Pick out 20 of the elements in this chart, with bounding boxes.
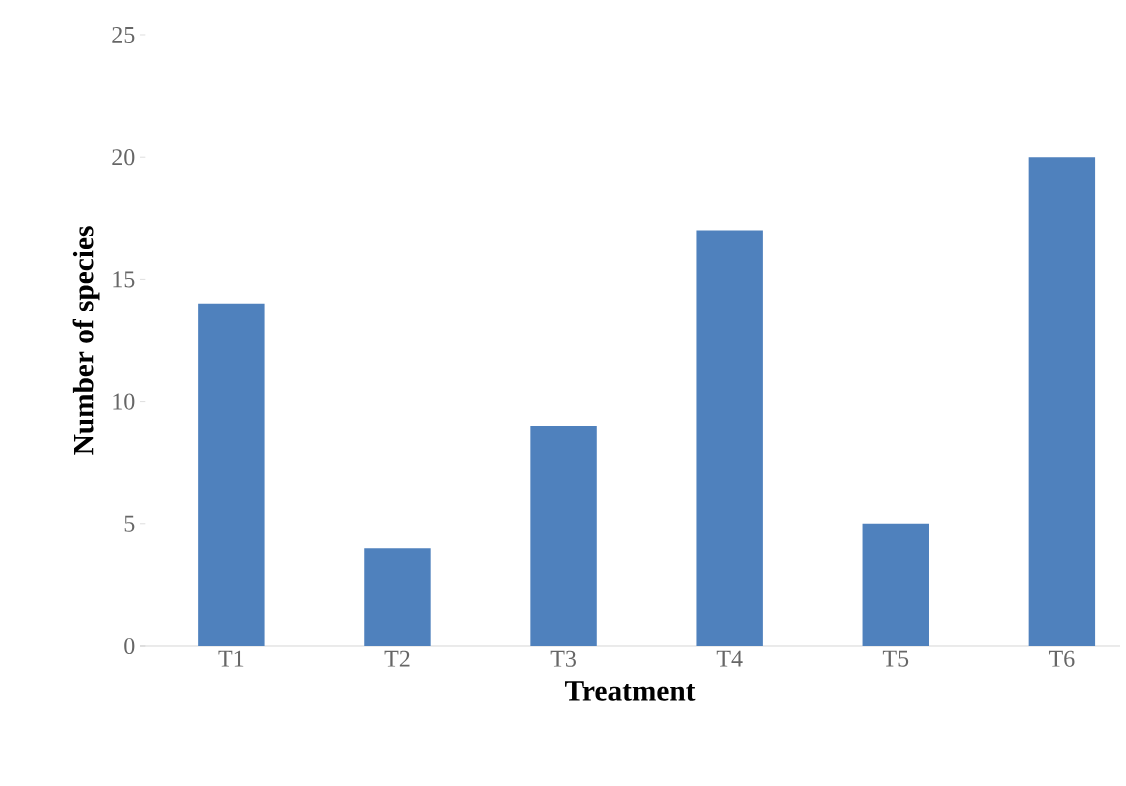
y-tick-label: 25 — [112, 26, 135, 44]
x-tick-label: T4 — [716, 650, 743, 667]
y-axis-title: Number of species — [72, 226, 100, 455]
x-tick-label: T2 — [384, 650, 410, 667]
x-tick-label: T3 — [550, 650, 576, 667]
y-tick-label: 10 — [113, 393, 135, 410]
x-tick-label: T1 — [218, 650, 244, 667]
bar — [696, 230, 763, 646]
y-tick-label: 20 — [112, 149, 135, 166]
bar — [364, 548, 431, 646]
bar — [530, 426, 597, 646]
y-tick-label: 15 — [113, 271, 135, 288]
x-axis-title: Treatment — [565, 681, 696, 701]
bar — [198, 303, 265, 646]
x-tick-label: T6 — [1048, 650, 1075, 667]
bar — [862, 523, 929, 646]
bar — [1028, 157, 1096, 646]
y-tick-label: 0 — [124, 637, 135, 655]
y-tick-label: 5 — [124, 515, 135, 532]
x-tick-label: T5 — [882, 650, 909, 667]
